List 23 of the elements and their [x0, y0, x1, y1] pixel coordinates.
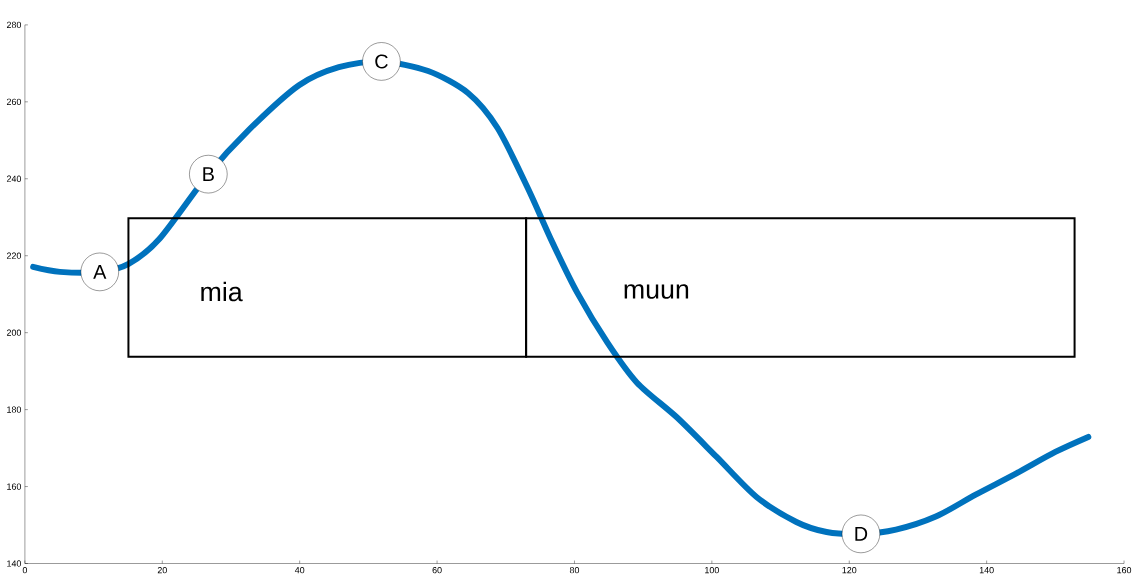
annotation: B [203, 167, 214, 181]
y-tick-label: 220 [6, 252, 22, 259]
x-tick-label: 40 [294, 566, 305, 574]
annotation: C [375, 54, 388, 69]
y-tick-label: 260 [6, 98, 22, 105]
x-tick-label: 20 [157, 566, 167, 574]
annotation: A [93, 264, 107, 279]
y-tick-label: 240 [6, 175, 22, 182]
x-tick-label: 100 [705, 566, 719, 574]
y-tick-label: 180 [7, 406, 22, 413]
annotation: muun [624, 283, 689, 299]
x-tick-label: 160 [1117, 566, 1132, 574]
x-tick-label: 60 [432, 566, 442, 574]
y-tick-label: 160 [7, 483, 22, 490]
y-tick-label: 140 [7, 560, 22, 567]
annotation: D [855, 526, 868, 541]
x-tick-label: 120 [842, 566, 857, 574]
y-tick-label: 200 [6, 329, 22, 336]
x-tick-label: 80 [569, 566, 580, 574]
annotation: mia [201, 281, 243, 302]
x-tick-label: 0 [22, 566, 28, 574]
x-tick-label: 140 [979, 566, 994, 574]
y-tick-label: 280 [6, 21, 22, 28]
